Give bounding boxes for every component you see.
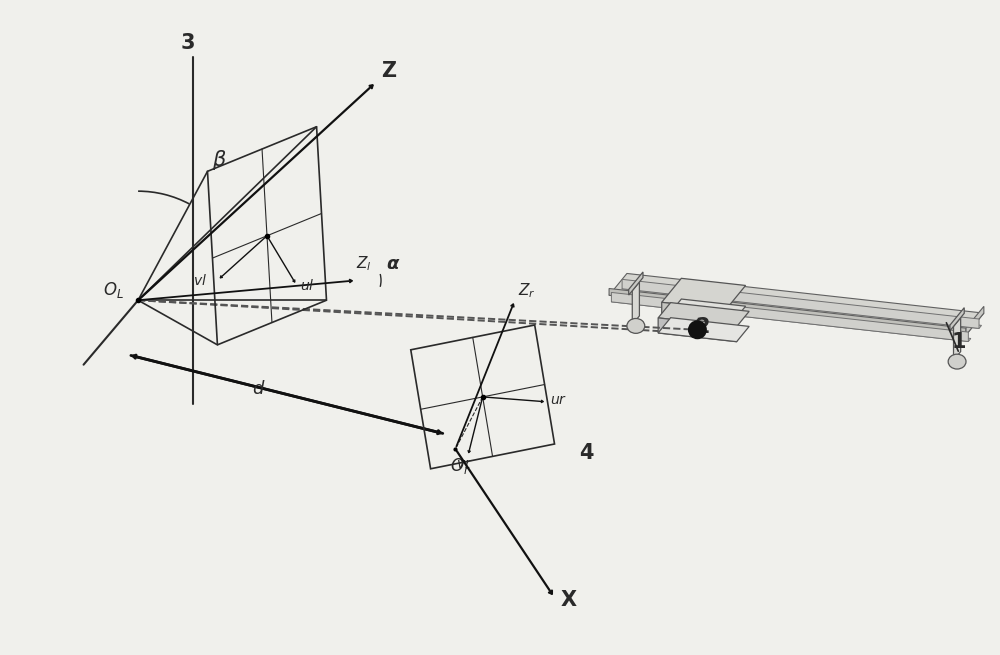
Polygon shape xyxy=(658,318,749,342)
Text: 1: 1 xyxy=(951,332,966,352)
Polygon shape xyxy=(658,303,749,327)
Text: $O_r$: $O_r$ xyxy=(450,456,471,476)
Text: 4: 4 xyxy=(579,443,594,463)
Text: $ur$: $ur$ xyxy=(550,393,567,407)
Polygon shape xyxy=(632,282,639,325)
Text: $vr$: $vr$ xyxy=(456,457,473,472)
Text: $vl$: $vl$ xyxy=(193,273,207,288)
Text: $O_L$: $O_L$ xyxy=(103,280,124,300)
Polygon shape xyxy=(611,292,968,341)
Polygon shape xyxy=(662,278,746,309)
Polygon shape xyxy=(622,286,982,328)
Polygon shape xyxy=(662,303,726,330)
Text: $Z_l$: $Z_l$ xyxy=(356,255,372,273)
Polygon shape xyxy=(629,272,643,295)
Polygon shape xyxy=(622,279,979,328)
Text: $Z_r$: $Z_r$ xyxy=(518,281,536,300)
Text: $\beta$: $\beta$ xyxy=(212,149,227,172)
Polygon shape xyxy=(611,299,971,341)
Polygon shape xyxy=(954,318,961,360)
Ellipse shape xyxy=(627,318,645,333)
Text: X: X xyxy=(560,590,577,610)
Polygon shape xyxy=(966,307,984,335)
Text: Z: Z xyxy=(381,61,396,81)
Text: $\boldsymbol{\alpha}$: $\boldsymbol{\alpha}$ xyxy=(386,255,400,272)
Text: $ul$: $ul$ xyxy=(300,278,314,293)
Polygon shape xyxy=(950,308,964,331)
Ellipse shape xyxy=(948,354,966,369)
Text: 2: 2 xyxy=(696,316,710,337)
Polygon shape xyxy=(609,273,984,335)
Polygon shape xyxy=(662,299,746,330)
Polygon shape xyxy=(658,318,737,342)
Text: $d$: $d$ xyxy=(252,381,266,398)
Circle shape xyxy=(689,322,706,338)
Text: 3: 3 xyxy=(181,33,195,53)
Polygon shape xyxy=(609,288,966,335)
